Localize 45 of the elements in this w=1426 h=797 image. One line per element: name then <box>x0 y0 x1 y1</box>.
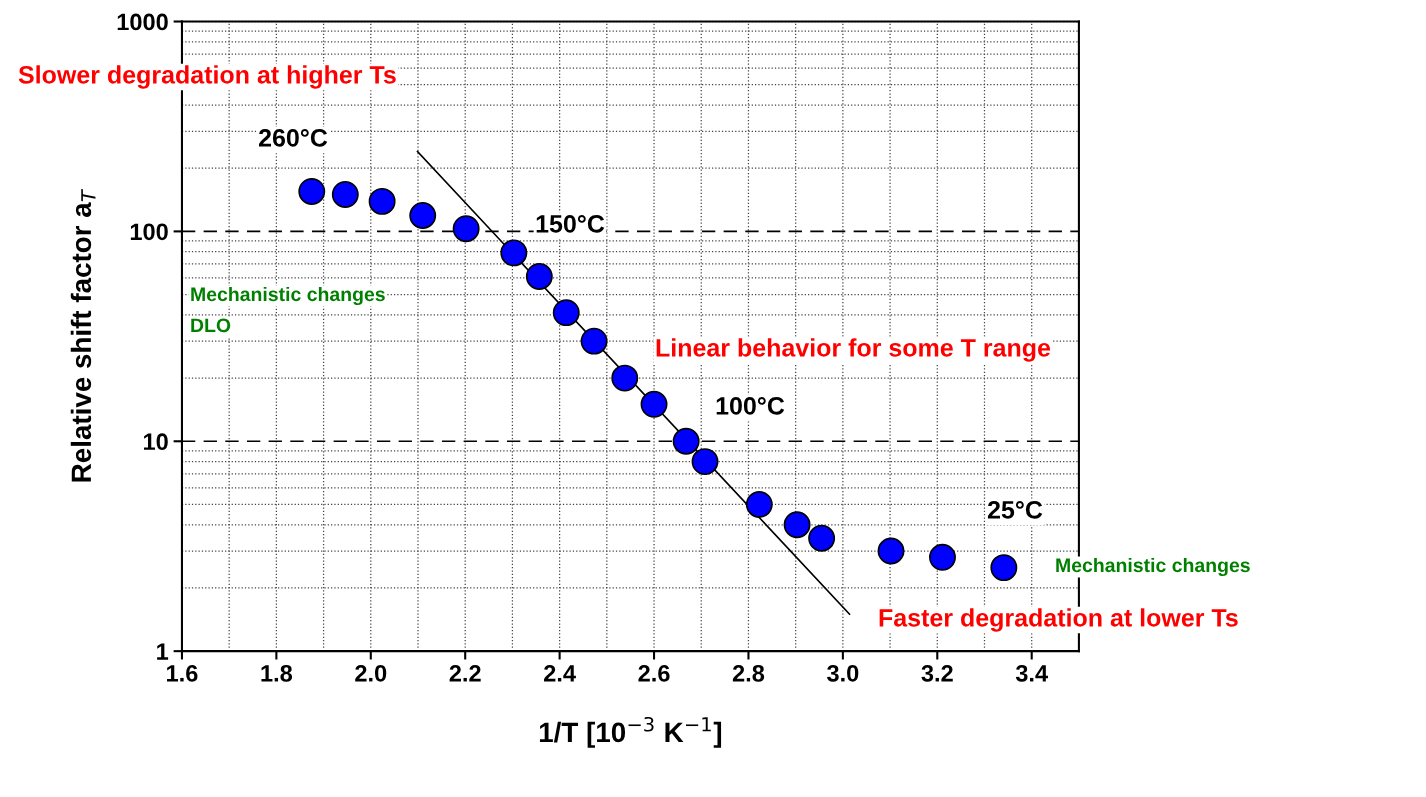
annotation: 25°C <box>987 501 1043 519</box>
point <box>611 364 639 392</box>
x-tick-label: 2.2 <box>449 664 481 682</box>
y-tick-label: 1 <box>157 643 169 660</box>
x-tick-label: 2.4 <box>544 664 576 682</box>
annotation: 260°C <box>258 129 328 147</box>
x-tick-label: 3.2 <box>921 664 953 682</box>
point <box>409 202 437 229</box>
x-tick-label: 3.4 <box>1015 664 1048 682</box>
x-tick-label: 1.6 <box>167 664 198 682</box>
point <box>745 491 773 518</box>
y-axis-title: Relative shift factor a$_{T}$ <box>70 188 96 482</box>
point <box>368 187 396 215</box>
point <box>691 448 719 476</box>
y-tick-label: 10 <box>143 433 168 451</box>
point <box>500 239 528 267</box>
point <box>929 543 956 571</box>
point <box>783 511 811 539</box>
annotation: Mechanistic changes <box>1056 557 1250 577</box>
annotation: 150°C <box>536 215 605 233</box>
point <box>640 390 668 418</box>
annotation: 100°C <box>716 397 785 415</box>
point <box>552 299 580 327</box>
y-tick-label: 100 <box>130 223 168 241</box>
x-tick-label: 2.6 <box>638 664 670 682</box>
annotation: DLO <box>191 318 231 333</box>
point <box>452 215 480 243</box>
annotation: Linear behavior for some T range <box>656 338 1051 362</box>
x-tick-label: 2.8 <box>732 664 765 682</box>
annotation: Faster degradation at lower Ts <box>879 608 1238 632</box>
point <box>298 177 326 205</box>
annotation: Mechanistic changes <box>191 286 385 306</box>
x-tick-label: 1.8 <box>261 664 293 682</box>
point <box>990 554 1018 582</box>
annotation: Slower degradation at higher Ts <box>18 65 396 89</box>
x-tick-label: 2.0 <box>355 664 387 682</box>
point <box>672 427 700 455</box>
point <box>331 180 359 208</box>
y-tick-label: 1000 <box>117 13 168 31</box>
x-axis-title: 1/T [10$^{−3}$ K$^{−1}$] <box>539 716 722 748</box>
point <box>580 327 608 355</box>
point <box>877 537 905 565</box>
point <box>808 524 836 552</box>
point <box>525 262 553 290</box>
x-tick-label: 3.0 <box>827 664 859 682</box>
